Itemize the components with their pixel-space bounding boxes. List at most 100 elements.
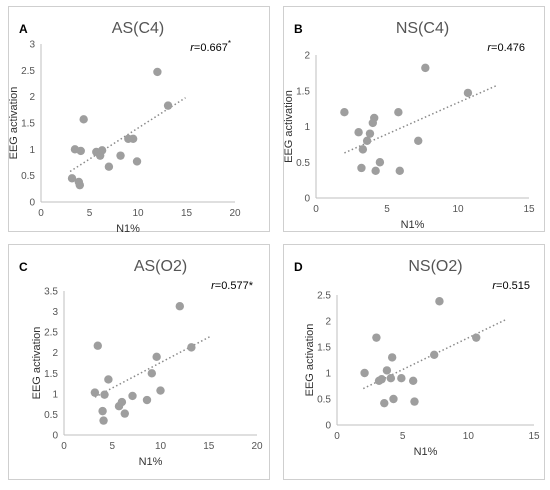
y-tick-label: 1 [304,122,310,133]
scatter-point [117,397,127,407]
x-tick-label: 15 [181,208,193,219]
scatter-point [463,88,473,98]
scatter-point [394,108,403,117]
correlation-value: =0.667 [194,42,228,54]
correlation-label: r=0.667* [190,39,231,54]
x-tick-label: 5 [109,441,115,452]
y-tick-label: 0 [325,421,331,432]
x-axis-label: N1% [414,446,438,458]
scatter-point [421,63,430,73]
y-tick-label: 1.5 [317,343,331,354]
y-tick-label: 1 [52,389,58,400]
y-tick-label: 3 [52,307,58,318]
y-tick-label: 0 [29,198,35,209]
scatter-point [147,369,157,378]
scatter-point [98,406,107,416]
x-tick-label: 0 [61,441,67,452]
correlation-value: =0.577* [215,280,254,292]
panel-letter: D [294,260,303,274]
scatter-point [386,374,396,383]
x-axis-label: N1% [139,456,163,468]
scatter-point [156,386,165,395]
x-tick-label: 15 [523,204,535,215]
scatter-point [163,101,173,110]
x-tick-label: 5 [87,208,93,219]
scatter-point [120,409,129,418]
scatter-chart-a: A AS(C4) r=0.667* 0 5 10 15 20 0 0.5 1 1.5 2 2.5 3 N1% E… [8,20,241,235]
scatter-chart-d: D NS(O2) r=0.515 0 5 10 15 0 0.5 1 1.5 2 2.5 N1% EEG a… [294,258,540,458]
scatter-point [380,398,389,408]
panel-letter: C [19,260,28,274]
scatter-point [152,352,161,362]
scatter-point [79,115,88,124]
panel-letter: B [294,22,303,36]
y-tick-label: 2 [52,348,58,359]
x-tick-label: 10 [452,204,464,215]
panel-letter: A [19,22,28,36]
scatter-point [100,390,109,399]
scatter-point [132,157,142,166]
scatter-point [76,146,85,156]
scatter-point [414,136,423,145]
scatter-point [435,297,444,306]
chart-panel-a: A AS(C4) r=0.667* 0 5 10 15 20 0 0.5 1 1.5 2 2.5 3 N1% E… [8,6,270,235]
correlation-label: r=0.577* [211,280,254,292]
y-tick-label: 2.5 [44,328,58,339]
y-tick-label: 0.5 [21,171,35,182]
correlation-value: =0.515 [496,280,530,292]
scatter-point [357,163,366,173]
y-tick-label: 0.5 [44,410,58,421]
scatter-point [340,108,349,117]
x-axis-label: N1% [401,219,425,231]
scatter-point [365,129,375,138]
chart-title: AS(C4) [112,20,164,37]
chart-panel-b: B NS(C4) r=0.476 0 5 10 15 0 0.5 1 1.5 2 N1% EEG acti… [283,6,545,232]
correlation-r-symbol: r [487,42,492,54]
x-tick-label: 0 [38,208,44,219]
x-tick-label: 0 [313,204,319,215]
scatter-point [395,166,404,176]
y-tick-label: 0 [304,194,310,205]
scatter-point [67,174,77,183]
y-tick-label: 2 [304,51,310,62]
x-tick-label: 10 [463,431,475,442]
y-tick-label: 1 [29,145,35,156]
scatter-point [104,162,114,171]
trendline [69,97,186,173]
y-axis-label: EEG activation [283,90,295,163]
y-tick-label: 0 [52,431,58,442]
scatter-point [153,67,162,77]
y-tick-label: 1 [325,369,331,380]
scatter-point [97,146,107,155]
scatter-point [362,136,372,145]
scatter-point [429,350,439,359]
scatter-point [397,374,406,383]
x-axis-label: N1% [116,223,140,235]
correlation-value: =0.476 [491,42,525,54]
scatter-chart-c: C AS(O2) r=0.577* 0 5 10 15 20 0 0.5 1 1.5 2 2.5 3 3.5 N… [19,258,263,468]
scatter-point [377,375,386,384]
y-tick-label: 2.5 [21,66,35,77]
scatter-point [90,388,100,397]
x-tick-label: 0 [334,431,340,442]
y-tick-label: 3.5 [44,287,58,298]
scatter-point [128,391,137,401]
scatter-point [371,166,380,176]
y-tick-label: 2 [29,92,35,103]
scatter-point [93,341,102,350]
y-tick-label: 3 [29,40,35,51]
x-tick-label: 5 [400,431,406,442]
scatter-point [375,158,385,167]
scatter-point [372,333,381,342]
y-tick-label: 2.5 [317,291,331,302]
y-tick-label: 1.5 [21,119,35,130]
scatter-point [389,394,398,404]
correlation-r-symbol: r [492,280,497,292]
chart-title: NS(C4) [396,20,449,37]
correlation-r-symbol: r [190,42,195,54]
scatter-point [128,134,138,143]
chart-panel-d: D NS(O2) r=0.515 0 5 10 15 0 0.5 1 1.5 2 2.5 N1% EEG a… [283,244,545,480]
chart-title: NS(O2) [408,258,462,275]
x-tick-label: 10 [132,208,144,219]
scatter-point [116,151,125,160]
